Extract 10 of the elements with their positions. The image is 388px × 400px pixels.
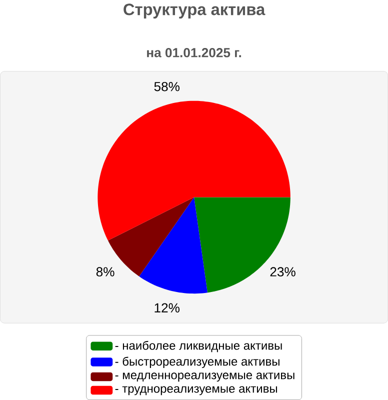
- data-label: 23%: [270, 267, 296, 276]
- data-label: 8%: [96, 267, 114, 276]
- data-label: 58%: [154, 82, 180, 92]
- chart-title: Структура актива: [124, 4, 266, 18]
- legend-label: - труднореализуемые активы: [115, 386, 277, 396]
- legend-label: - медленнореализуемые активы: [115, 372, 294, 382]
- legend-label: - быстрореализуемые активы: [115, 356, 280, 368]
- legend-label: - наиболее ликвидные активы: [115, 340, 282, 352]
- chart-subtitle: на 01.01.2025 г.: [147, 48, 241, 58]
- data-label: 12%: [154, 303, 180, 312]
